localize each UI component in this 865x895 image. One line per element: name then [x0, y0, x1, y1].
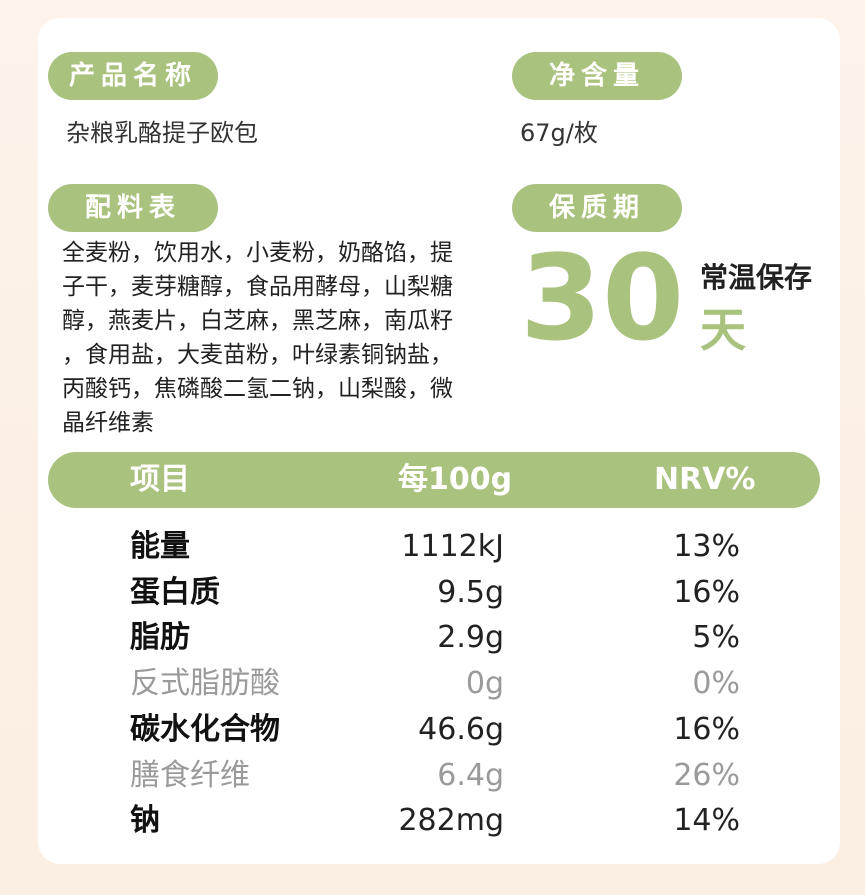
header-item: 项目	[130, 462, 190, 497]
nutrient-nrv: 26%	[673, 757, 740, 793]
nutrient-per100g: 46.6g	[418, 711, 504, 747]
ingredients-line: 醇，燕麦片，白芝麻，黑芝麻，南瓜籽	[62, 308, 453, 334]
shelf-life-label: 保质期	[512, 184, 682, 232]
product-name-value: 杂粮乳酪提子欧包	[66, 119, 258, 147]
nutrient-per100g: 0g	[465, 666, 504, 702]
table-row: 钠 282mg 14%	[48, 798, 820, 844]
ingredients-list: 全麦粉，饮用水，小麦粉，奶酪馅，提 子干，麦芽糖醇，食品用酵母，山梨糖 醇，燕麦…	[62, 236, 502, 440]
table-row: 能量 1112kJ 13%	[48, 524, 820, 570]
nutrient-nrv: 5%	[692, 620, 740, 656]
nutrient-nrv: 16%	[673, 574, 740, 610]
table-row: 蛋白质 9.5g 16%	[48, 570, 820, 616]
ingredients-line: 丙酸钙，焦磷酸二氢二钠，山梨酸，微	[62, 376, 453, 402]
nutrient-per100g: 9.5g	[437, 574, 504, 610]
nutrient-name: 反式脂肪酸	[130, 666, 280, 702]
storage-condition: 常温保存	[700, 261, 813, 294]
ingredients-label: 配料表	[48, 184, 218, 232]
header-nrv: NRV%	[654, 462, 756, 497]
table-row: 脂肪 2.9g 5%	[48, 615, 820, 661]
net-content-value: 67g/枚	[520, 119, 598, 147]
table-row: 膳食纤维 6.4g 26%	[48, 753, 820, 799]
ingredients-line: ，食用盐，大麦苗粉，叶绿素铜钠盐，	[62, 342, 453, 368]
nutrient-per100g: 1112kJ	[401, 529, 504, 564]
table-row: 碳水化合物 46.6g 16%	[48, 707, 820, 753]
nutrient-name: 碳水化合物	[130, 711, 280, 747]
label-card	[38, 18, 840, 864]
nutrient-nrv: 0%	[692, 666, 740, 702]
table-row: 反式脂肪酸 0g 0%	[48, 661, 820, 707]
nutrient-nrv: 16%	[673, 711, 740, 747]
nutrient-name: 脂肪	[130, 620, 190, 656]
nutrient-per100g: 6.4g	[437, 757, 504, 793]
product-name-label: 产品名称	[48, 52, 218, 100]
nutrient-name: 能量	[130, 529, 190, 564]
header-per100g: 每100g	[398, 462, 513, 497]
net-content-label: 净含量	[512, 52, 682, 100]
nutrient-per100g: 2.9g	[437, 620, 504, 656]
shelf-life-unit: 天	[700, 303, 746, 357]
nutrient-nrv: 13%	[673, 529, 740, 564]
nutrient-name: 膳食纤维	[130, 757, 250, 793]
nutrition-table-header: 项目 每100g NRV%	[48, 452, 820, 508]
shelf-life-number: 30	[520, 229, 685, 367]
nutrient-name: 蛋白质	[130, 574, 220, 610]
ingredients-line: 晶纤维素	[62, 410, 154, 436]
nutrient-nrv: 14%	[673, 803, 740, 839]
nutrient-per100g: 282mg	[398, 803, 504, 839]
ingredients-line: 子干，麦芽糖醇，食品用酵母，山梨糖	[62, 274, 453, 300]
ingredients-line: 全麦粉，饮用水，小麦粉，奶酪馅，提	[62, 240, 453, 266]
nutrient-name: 钠	[130, 803, 160, 839]
